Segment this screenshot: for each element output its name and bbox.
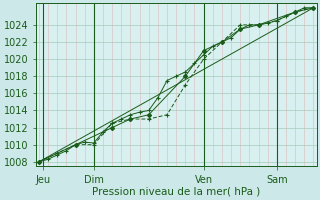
X-axis label: Pression niveau de la mer( hPa ): Pression niveau de la mer( hPa ) — [92, 187, 260, 197]
